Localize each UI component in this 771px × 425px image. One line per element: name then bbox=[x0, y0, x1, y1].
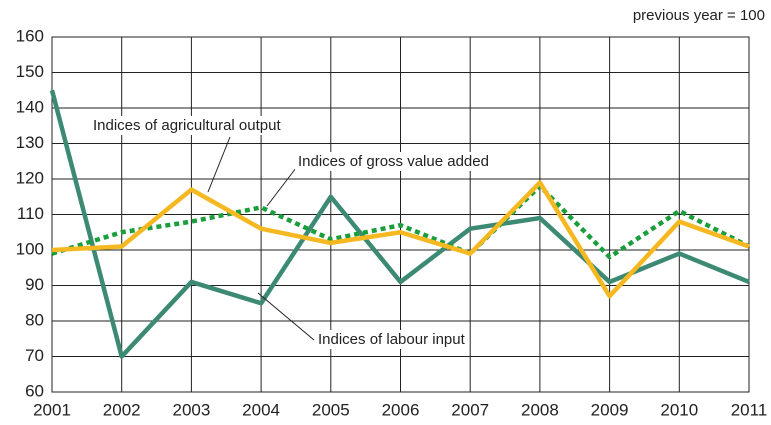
y-tick-label: 70 bbox=[25, 346, 44, 365]
x-tick-label: 2007 bbox=[451, 400, 489, 419]
x-tick-label: 2004 bbox=[242, 400, 280, 419]
y-tick-label: 100 bbox=[16, 239, 44, 258]
y-tick-label: 140 bbox=[16, 97, 44, 116]
x-tick-label: 2003 bbox=[172, 400, 210, 419]
leader-line bbox=[257, 292, 315, 341]
y-tick-label: 60 bbox=[25, 381, 44, 400]
label-bg bbox=[315, 329, 469, 349]
leader-line bbox=[266, 167, 297, 207]
label-bg bbox=[90, 115, 285, 135]
y-tick-label: 90 bbox=[25, 275, 44, 294]
x-tick-label: 2008 bbox=[521, 400, 559, 419]
x-tick-label: 2006 bbox=[382, 400, 420, 419]
series-label: Indices of labour input bbox=[318, 331, 466, 348]
x-tick-label: 2009 bbox=[591, 400, 629, 419]
plot-frame bbox=[51, 36, 750, 393]
series-label: Indices of agricultural output bbox=[93, 117, 281, 134]
y-tick-label: 110 bbox=[17, 204, 44, 223]
leader-line bbox=[207, 136, 231, 193]
y-tick-label: 150 bbox=[16, 62, 44, 81]
x-tick-label: 2005 bbox=[312, 400, 350, 419]
series-line bbox=[51, 183, 751, 260]
x-tick-label: 2002 bbox=[103, 400, 141, 419]
x-tick-label: 2011 bbox=[731, 400, 768, 419]
series-line bbox=[51, 180, 750, 299]
x-tick-label: 2010 bbox=[660, 400, 698, 419]
label-bg bbox=[295, 151, 492, 171]
subtitle: previous year = 100 bbox=[633, 7, 765, 24]
y-tick-label: 130 bbox=[16, 133, 44, 152]
y-tick-label: 160 bbox=[16, 26, 44, 45]
y-tick-label: 80 bbox=[25, 310, 44, 329]
series-label: Indices of gross value added bbox=[298, 153, 489, 170]
y-tick-label: 120 bbox=[16, 168, 44, 187]
x-tick-label: 2001 bbox=[33, 400, 71, 419]
